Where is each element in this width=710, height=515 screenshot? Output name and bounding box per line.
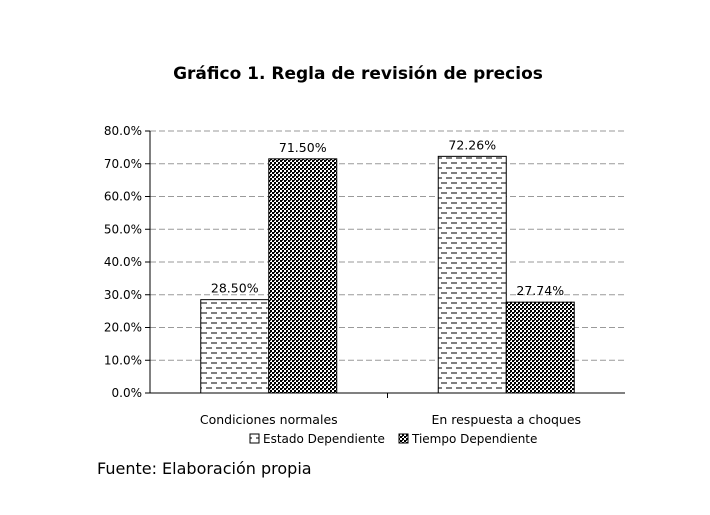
bar-estado [200,299,270,394]
x-axis-labels: Condiciones normales En respuesta a choqu… [200,412,581,427]
legend: Estado Dependiente Tiempo Dependiente [249,432,537,446]
y-tick-label: 60.0% [104,190,142,204]
y-tick-label: 0.0% [112,386,143,400]
y-tick-label: 10.0% [104,353,142,367]
grid-lines [150,130,625,361]
x-category-label: Condiciones normales [200,412,338,427]
y-axis: 0.0% 10.0% 20.0% 30.0% 40.0% 50.0% 60.0% 70.0% 8… [104,124,625,400]
y-tick-label: 30.0% [104,288,142,302]
source-note: Fuente: Elaboración propia [97,459,312,478]
bar-estado [437,155,507,394]
legend-swatch-tiempo [398,433,409,444]
bar-tiempo [268,158,338,394]
data-label: 27.74% [516,283,564,298]
y-tick-label: 40.0% [104,255,142,269]
y-tick-label: 70.0% [104,157,142,171]
data-label: 28.50% [211,281,259,296]
chart-title: Gráfico 1. Regla de revisión de precios [173,64,543,84]
legend-label-tiempo: Tiempo Dependiente [411,432,537,446]
legend-swatch-estado [249,433,260,444]
legend-label-estado: Estado Dependiente [263,432,385,446]
y-tick-label: 50.0% [104,222,142,236]
bar-tiempo [505,301,575,394]
bars [200,155,575,394]
data-labels: 28.50% 71.50% 72.26% 27.74% [211,137,564,298]
x-category-label: En respuesta a choques [431,412,581,427]
data-label: 71.50% [279,140,327,155]
y-tick-label: 20.0% [104,321,142,335]
y-tick-label: 80.0% [104,124,142,138]
data-label: 72.26% [448,137,496,152]
